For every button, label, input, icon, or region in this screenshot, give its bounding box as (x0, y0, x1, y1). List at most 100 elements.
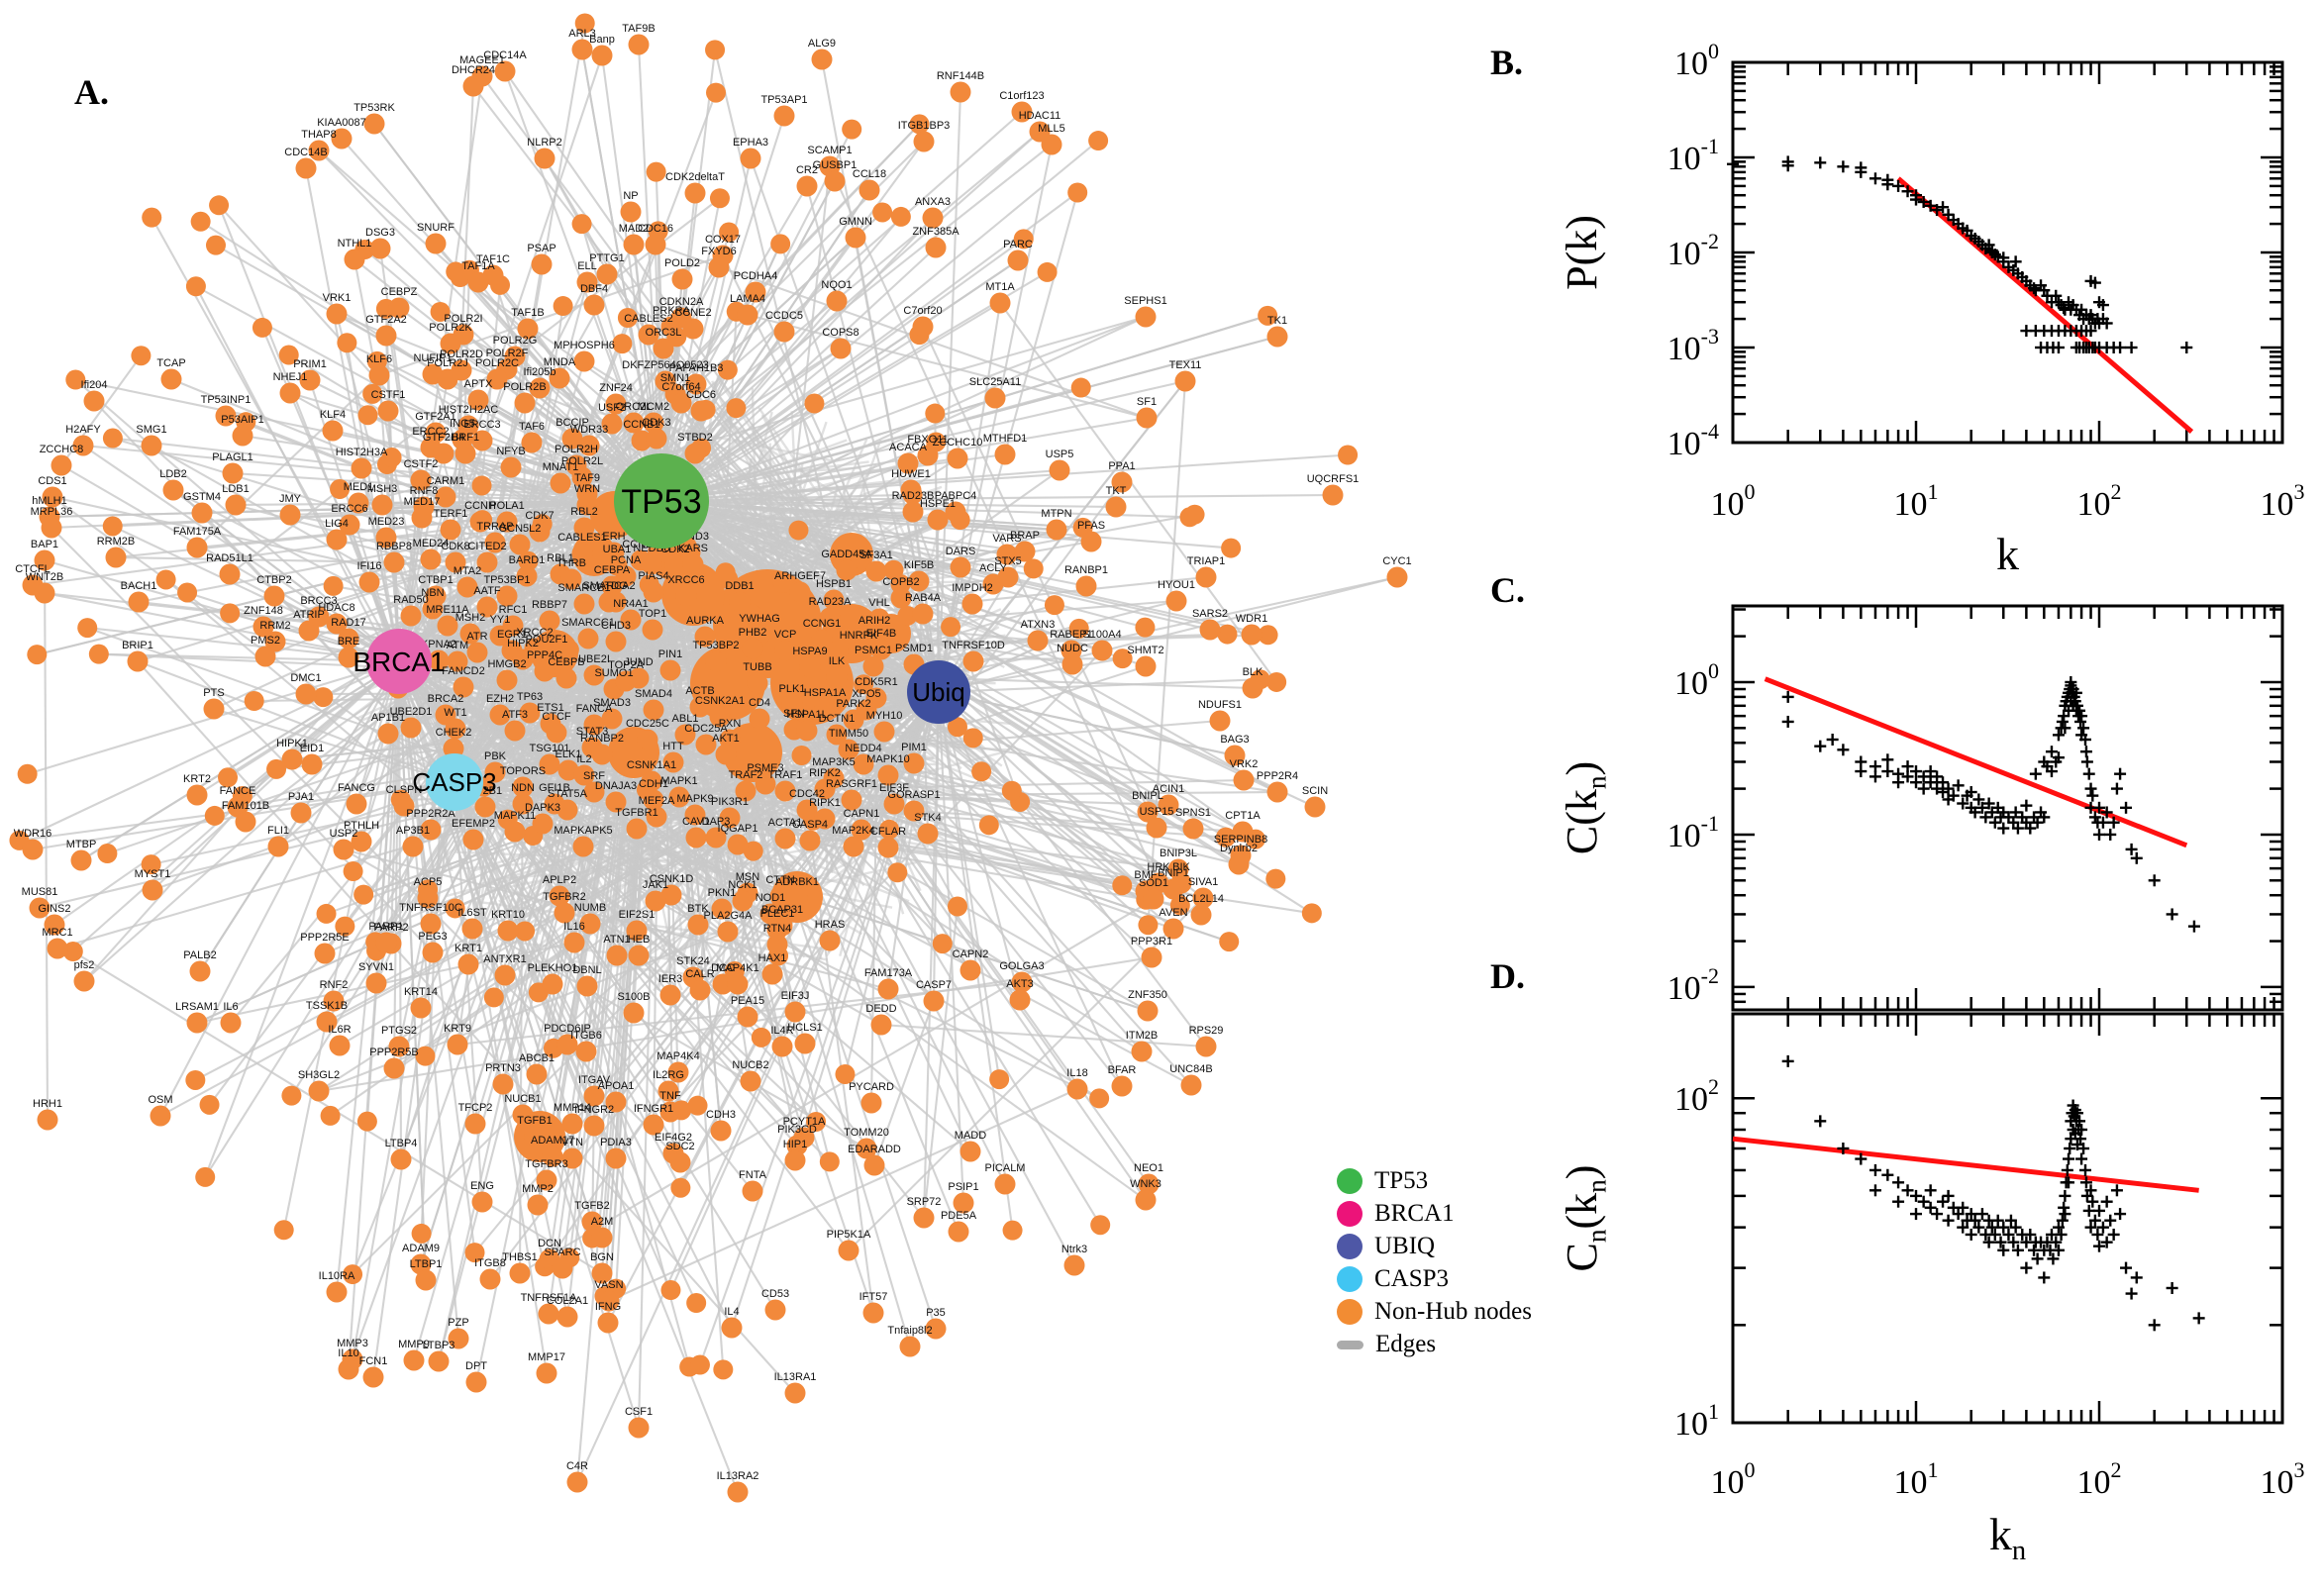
nonhub-node (819, 1151, 840, 1172)
nonhub-node (500, 456, 522, 478)
nonhub-node (1013, 229, 1034, 249)
node-label: GTF2A1 (415, 411, 456, 423)
node-label: ARIH2 (858, 615, 890, 627)
nonhub-node (536, 1362, 557, 1384)
nonhub-node (694, 626, 716, 648)
nonhub-node (576, 494, 598, 516)
node-label: CSTF1 (371, 389, 406, 401)
nonhub-node (576, 975, 598, 997)
node-label: GTF2H4 (423, 432, 464, 444)
node-label: TP53AP1 (760, 94, 807, 106)
legend-item-label: Non-Hub nodes (1374, 1298, 1533, 1325)
node-label: TGFBR1 (615, 807, 657, 819)
svg-text:10-1: 10-1 (1667, 811, 1719, 854)
node-label: A2M (591, 1216, 614, 1228)
node-label: MED17 (404, 496, 441, 508)
node-label: C1orf123 (999, 90, 1044, 102)
nonhub-node (735, 780, 757, 802)
node-label: POLR2D (440, 349, 483, 360)
nonhub-node (781, 694, 803, 716)
nonhub-node (917, 823, 939, 845)
nonhub-node (437, 615, 458, 637)
nonhub-node (1165, 590, 1187, 612)
node-label: ERCC2 (412, 426, 449, 438)
node-label: MAGEE1 (459, 54, 505, 66)
node-label: DHCR24 (452, 64, 495, 76)
nonhub-node (549, 367, 570, 389)
scatter-points (1781, 675, 2200, 933)
nonhub-node (351, 831, 372, 852)
nonhub-node (1091, 640, 1113, 661)
node-label: TNFRSF10D (942, 640, 1005, 651)
nonhub-node (862, 655, 884, 677)
node-label: VASN (594, 1279, 623, 1291)
node-label: RRM2 (259, 620, 290, 632)
node-label: RBL2 (570, 506, 598, 518)
nonhub-node (897, 452, 919, 474)
node-label: RAD23A (809, 596, 852, 608)
node-label: STAT5A (548, 788, 588, 800)
nonhub-node (932, 934, 953, 954)
ubiq-node-icon (1337, 1234, 1363, 1259)
node-label: MAP4K1 (716, 962, 758, 974)
nonhub-node (375, 932, 397, 953)
node-label: CDK5R1 (855, 676, 897, 688)
node-label: USP15 (1140, 806, 1174, 818)
node-label: SEPHS1 (1124, 295, 1166, 307)
node-label: WT1 (444, 707, 466, 719)
node-label: SF3A1 (859, 549, 893, 561)
node-label: MAPK10 (866, 753, 909, 765)
nonhub-node (1386, 566, 1408, 588)
node-label: TAF6 (519, 421, 545, 433)
node-label: FCN1 (359, 1355, 388, 1367)
nonhub-node (717, 921, 739, 943)
nonhub-node (605, 631, 627, 652)
node-label: CARM1 (427, 475, 465, 487)
nonhub-node (925, 1318, 947, 1340)
nonhub-node (1221, 538, 1242, 558)
nonhub-node (1338, 445, 1359, 465)
nonhub-node (443, 738, 464, 759)
nonhub-node (512, 648, 534, 670)
node-label: EPHA3 (733, 137, 768, 149)
nonhub-node (669, 1151, 691, 1173)
nonhub-node (326, 613, 348, 635)
node-label: IL6 (223, 1001, 238, 1013)
node-label: SLC25A11 (969, 376, 1021, 388)
node-label: ELK1 (556, 748, 582, 760)
nonhub-node (774, 828, 796, 849)
nonhub-node (591, 744, 613, 765)
node-label: HEB (628, 934, 651, 946)
nonhub-node (989, 1069, 1010, 1090)
nonhub-node (368, 364, 390, 386)
nonhub-node (1014, 541, 1036, 562)
nonhub-node (338, 647, 359, 668)
node-label: DCN (538, 1238, 561, 1249)
node-label: PPP2R4 (1257, 770, 1298, 782)
brca1-node-icon (1337, 1201, 1363, 1227)
nonhub-node (467, 389, 489, 411)
node-label: PALB2 (183, 949, 216, 961)
node-label: PSIP1 (948, 1181, 978, 1193)
nonhub-node (670, 1177, 691, 1198)
node-label: IL2RG (653, 1069, 684, 1081)
node-label: HIST2H2AC (439, 404, 499, 416)
node-label: LTBP4 (385, 1138, 418, 1149)
nonhub-node (377, 723, 399, 745)
nonhub-node (474, 796, 496, 818)
node-label: BRAP (1010, 530, 1040, 542)
node-label: PPP2R5B (369, 1047, 419, 1058)
node-label: HIPK2 (507, 638, 539, 649)
nonhub-node (1009, 989, 1031, 1011)
node-label: ATXN3 (1021, 619, 1056, 631)
node-label: POLD2 (664, 257, 700, 269)
node-label: ERCC6 (331, 503, 367, 515)
legend-item-label: UBIQ (1374, 1233, 1436, 1259)
nonhub-node (456, 576, 478, 598)
nonhub-node (626, 920, 648, 942)
nonhub-node (1041, 134, 1062, 155)
nonhub-node (772, 572, 793, 593)
node-label: PRTN3 (485, 1062, 521, 1074)
nonhub-node (331, 128, 353, 150)
node-label: BTK (687, 903, 709, 915)
